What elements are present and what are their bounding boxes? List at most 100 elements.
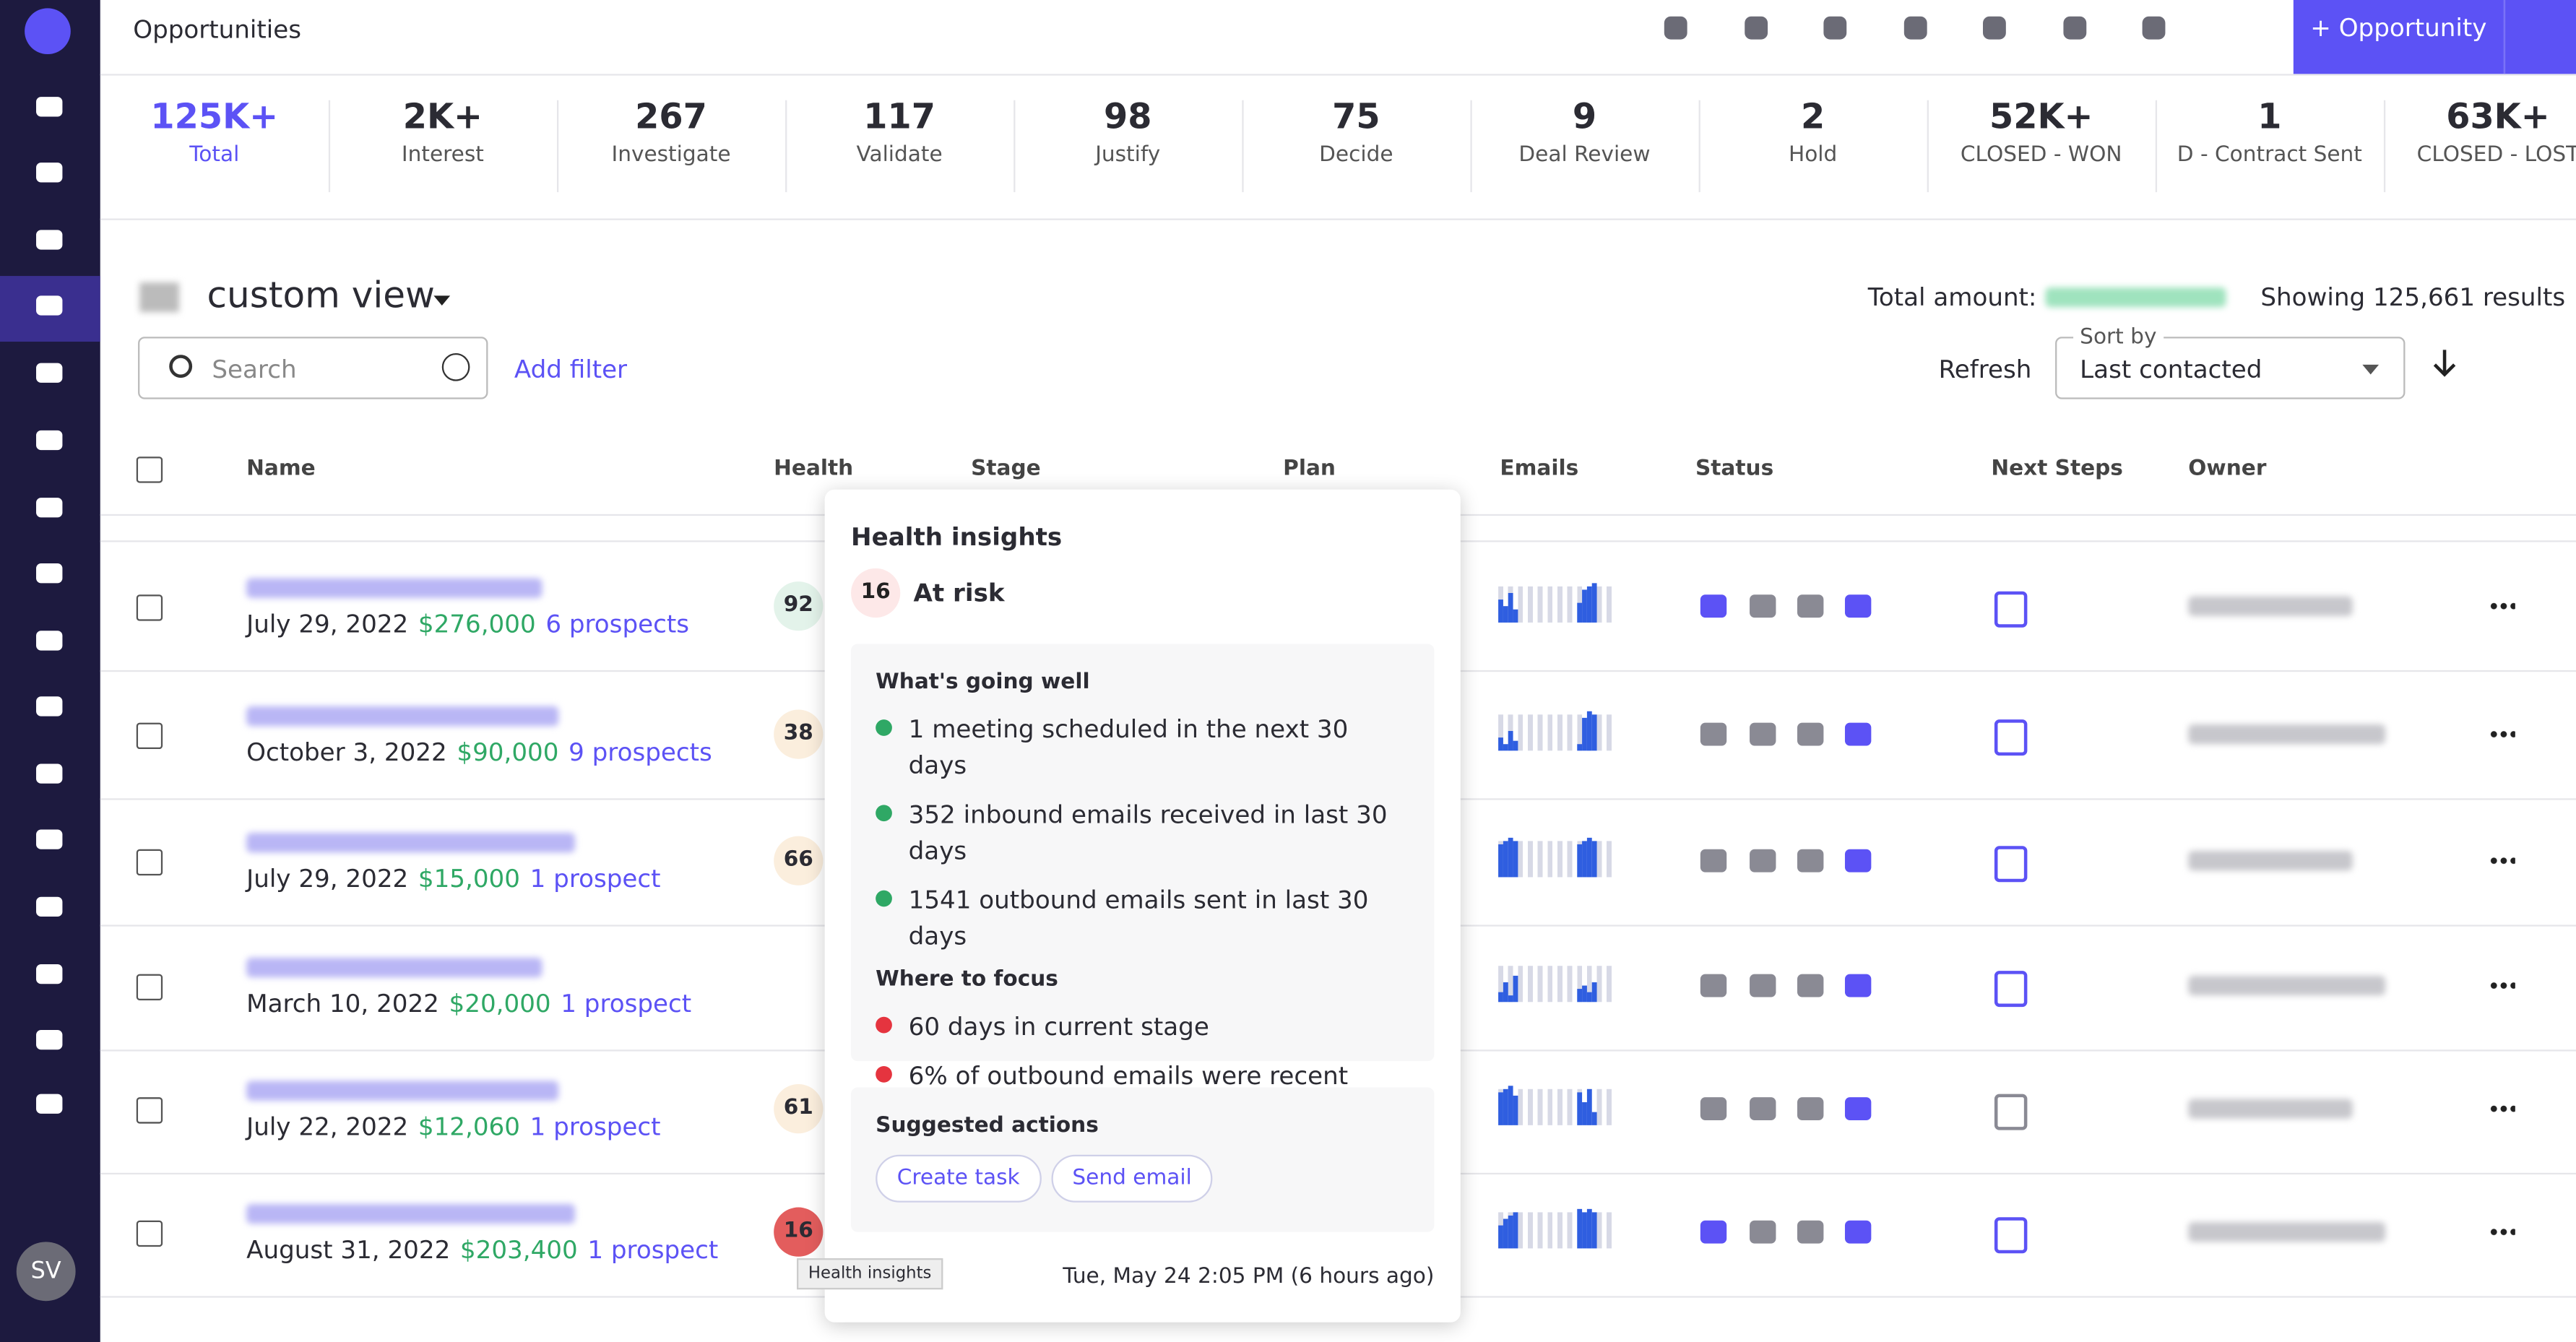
status-icon[interactable] bbox=[1797, 1220, 1824, 1244]
row-menu[interactable] bbox=[2489, 602, 2515, 610]
row-menu[interactable] bbox=[2489, 1105, 2515, 1112]
logo[interactable] bbox=[25, 8, 71, 55]
nav-icon[interactable] bbox=[36, 430, 63, 451]
refresh[interactable]: Refresh bbox=[1938, 355, 2032, 385]
nav-icon[interactable] bbox=[36, 498, 63, 518]
row-checkbox[interactable] bbox=[136, 849, 163, 876]
stage-tile[interactable]: 75 Decide bbox=[1242, 97, 1470, 168]
stage-tile[interactable]: 117 Validate bbox=[785, 97, 1013, 168]
status-icon[interactable] bbox=[1700, 849, 1727, 873]
row-menu[interactable] bbox=[2489, 731, 2515, 738]
status-icon[interactable] bbox=[1797, 849, 1824, 873]
stage-tile[interactable]: 267 Investigate bbox=[557, 97, 785, 168]
row-checkbox[interactable] bbox=[136, 974, 163, 1001]
blurred-name[interactable] bbox=[246, 1081, 559, 1101]
next-steps-icon[interactable] bbox=[1994, 719, 2028, 756]
nav-icon[interactable] bbox=[36, 829, 63, 849]
stage-tile[interactable]: 1 D - Contract Sent bbox=[2156, 97, 2384, 168]
status-icon[interactable] bbox=[1700, 594, 1727, 618]
blurred-name[interactable] bbox=[246, 578, 543, 598]
prospects[interactable]: 1 prospect bbox=[561, 989, 692, 1019]
action-button[interactable]: Create task bbox=[876, 1154, 1042, 1203]
row-checkbox[interactable] bbox=[136, 594, 163, 621]
blurred-name[interactable] bbox=[246, 957, 543, 978]
next-steps-icon[interactable] bbox=[1994, 971, 2028, 1008]
stage-tile[interactable]: 2 Hold bbox=[1699, 97, 1927, 168]
status-icon[interactable] bbox=[1844, 594, 1872, 618]
header-icon[interactable] bbox=[1745, 16, 1768, 40]
stage-tile[interactable]: 63K+ CLOSED - LOST bbox=[2384, 97, 2576, 168]
next-steps-icon[interactable] bbox=[1994, 846, 2028, 883]
stage-tile[interactable]: 52K+ CLOSED - WON bbox=[1927, 97, 2156, 168]
header-icon[interactable] bbox=[1664, 16, 1687, 40]
status-icon[interactable] bbox=[1844, 849, 1872, 873]
blurred-name[interactable] bbox=[246, 1204, 575, 1224]
next-steps-icon[interactable] bbox=[1994, 1094, 2028, 1130]
nav-icon[interactable] bbox=[36, 230, 63, 250]
nav-icon[interactable] bbox=[36, 1029, 63, 1050]
next-steps-icon[interactable] bbox=[1994, 591, 2028, 628]
row-menu[interactable] bbox=[2489, 857, 2515, 865]
status-icon[interactable] bbox=[1750, 1097, 1776, 1121]
status-icon[interactable] bbox=[1750, 722, 1776, 746]
header-icon[interactable] bbox=[1982, 16, 2006, 40]
next-steps-icon[interactable] bbox=[1994, 1217, 2028, 1254]
select-all[interactable] bbox=[136, 456, 163, 483]
add-filter[interactable]: Add filter bbox=[514, 355, 628, 385]
blurred-name[interactable] bbox=[246, 706, 559, 727]
health-badge[interactable]: 61 bbox=[774, 1083, 824, 1134]
new-opportunity-button[interactable]: + Opportunity bbox=[2293, 0, 2504, 74]
nav-icon[interactable] bbox=[36, 363, 63, 383]
search-box[interactable]: Search bbox=[138, 337, 488, 399]
prospects[interactable]: 1 prospect bbox=[530, 1112, 661, 1142]
status-icon[interactable] bbox=[1700, 1097, 1727, 1121]
prospects[interactable]: 6 prospects bbox=[545, 609, 690, 639]
status-icon[interactable] bbox=[1700, 974, 1727, 997]
stage-tile[interactable]: 98 Justify bbox=[1013, 97, 1242, 168]
nav-icon[interactable] bbox=[36, 1094, 63, 1114]
row-checkbox[interactable] bbox=[136, 1220, 163, 1247]
prospects[interactable]: 1 prospect bbox=[587, 1235, 719, 1265]
health-badge[interactable]: 66 bbox=[774, 836, 824, 886]
nav-icon[interactable] bbox=[36, 295, 63, 316]
nav-icon[interactable] bbox=[36, 696, 63, 717]
status-icon[interactable] bbox=[1797, 974, 1824, 997]
sort-direction[interactable] bbox=[2432, 348, 2456, 378]
nav-icon[interactable] bbox=[36, 163, 63, 183]
sort-select[interactable]: Sort by Last contacted bbox=[2055, 325, 2406, 399]
nav-icon[interactable] bbox=[36, 964, 63, 984]
blurred-name[interactable] bbox=[246, 833, 575, 853]
header-icon[interactable] bbox=[1823, 16, 1847, 40]
nav-icon[interactable] bbox=[36, 97, 63, 117]
status-icon[interactable] bbox=[1750, 974, 1776, 997]
info-icon[interactable] bbox=[441, 352, 470, 381]
stage-tile[interactable]: 125K+ Total bbox=[100, 97, 329, 168]
nav-icon[interactable] bbox=[36, 563, 63, 584]
nav-icon[interactable] bbox=[36, 631, 63, 651]
status-icon[interactable] bbox=[1797, 1097, 1824, 1121]
row-checkbox[interactable] bbox=[136, 722, 163, 750]
health-badge[interactable]: 38 bbox=[774, 709, 824, 759]
status-icon[interactable] bbox=[1844, 722, 1872, 746]
status-icon[interactable] bbox=[1844, 1097, 1872, 1121]
stage-tile[interactable]: 9 Deal Review bbox=[1470, 97, 1698, 168]
quick-action[interactable] bbox=[2503, 0, 2576, 74]
status-icon[interactable] bbox=[1797, 722, 1824, 746]
row-checkbox[interactable] bbox=[136, 1097, 163, 1124]
header-icon[interactable] bbox=[2063, 16, 2087, 40]
view-title[interactable]: custom view bbox=[207, 276, 435, 317]
prospects[interactable]: 1 prospect bbox=[530, 864, 661, 894]
header-icon[interactable] bbox=[2142, 16, 2166, 40]
health-badge[interactable]: 92 bbox=[774, 581, 824, 631]
avatar[interactable]: SV bbox=[16, 1242, 76, 1302]
nav-icon[interactable] bbox=[36, 763, 63, 784]
status-icon[interactable] bbox=[1750, 594, 1776, 618]
stage-tile[interactable]: 2K+ Interest bbox=[329, 97, 557, 168]
prospects[interactable]: 9 prospects bbox=[569, 737, 712, 768]
status-icon[interactable] bbox=[1797, 594, 1824, 618]
row-menu[interactable] bbox=[2489, 1229, 2515, 1236]
nav-icon[interactable] bbox=[36, 896, 63, 917]
header-icon[interactable] bbox=[1903, 16, 1927, 40]
status-icon[interactable] bbox=[1750, 1220, 1776, 1244]
action-button[interactable]: Send email bbox=[1050, 1154, 1214, 1203]
